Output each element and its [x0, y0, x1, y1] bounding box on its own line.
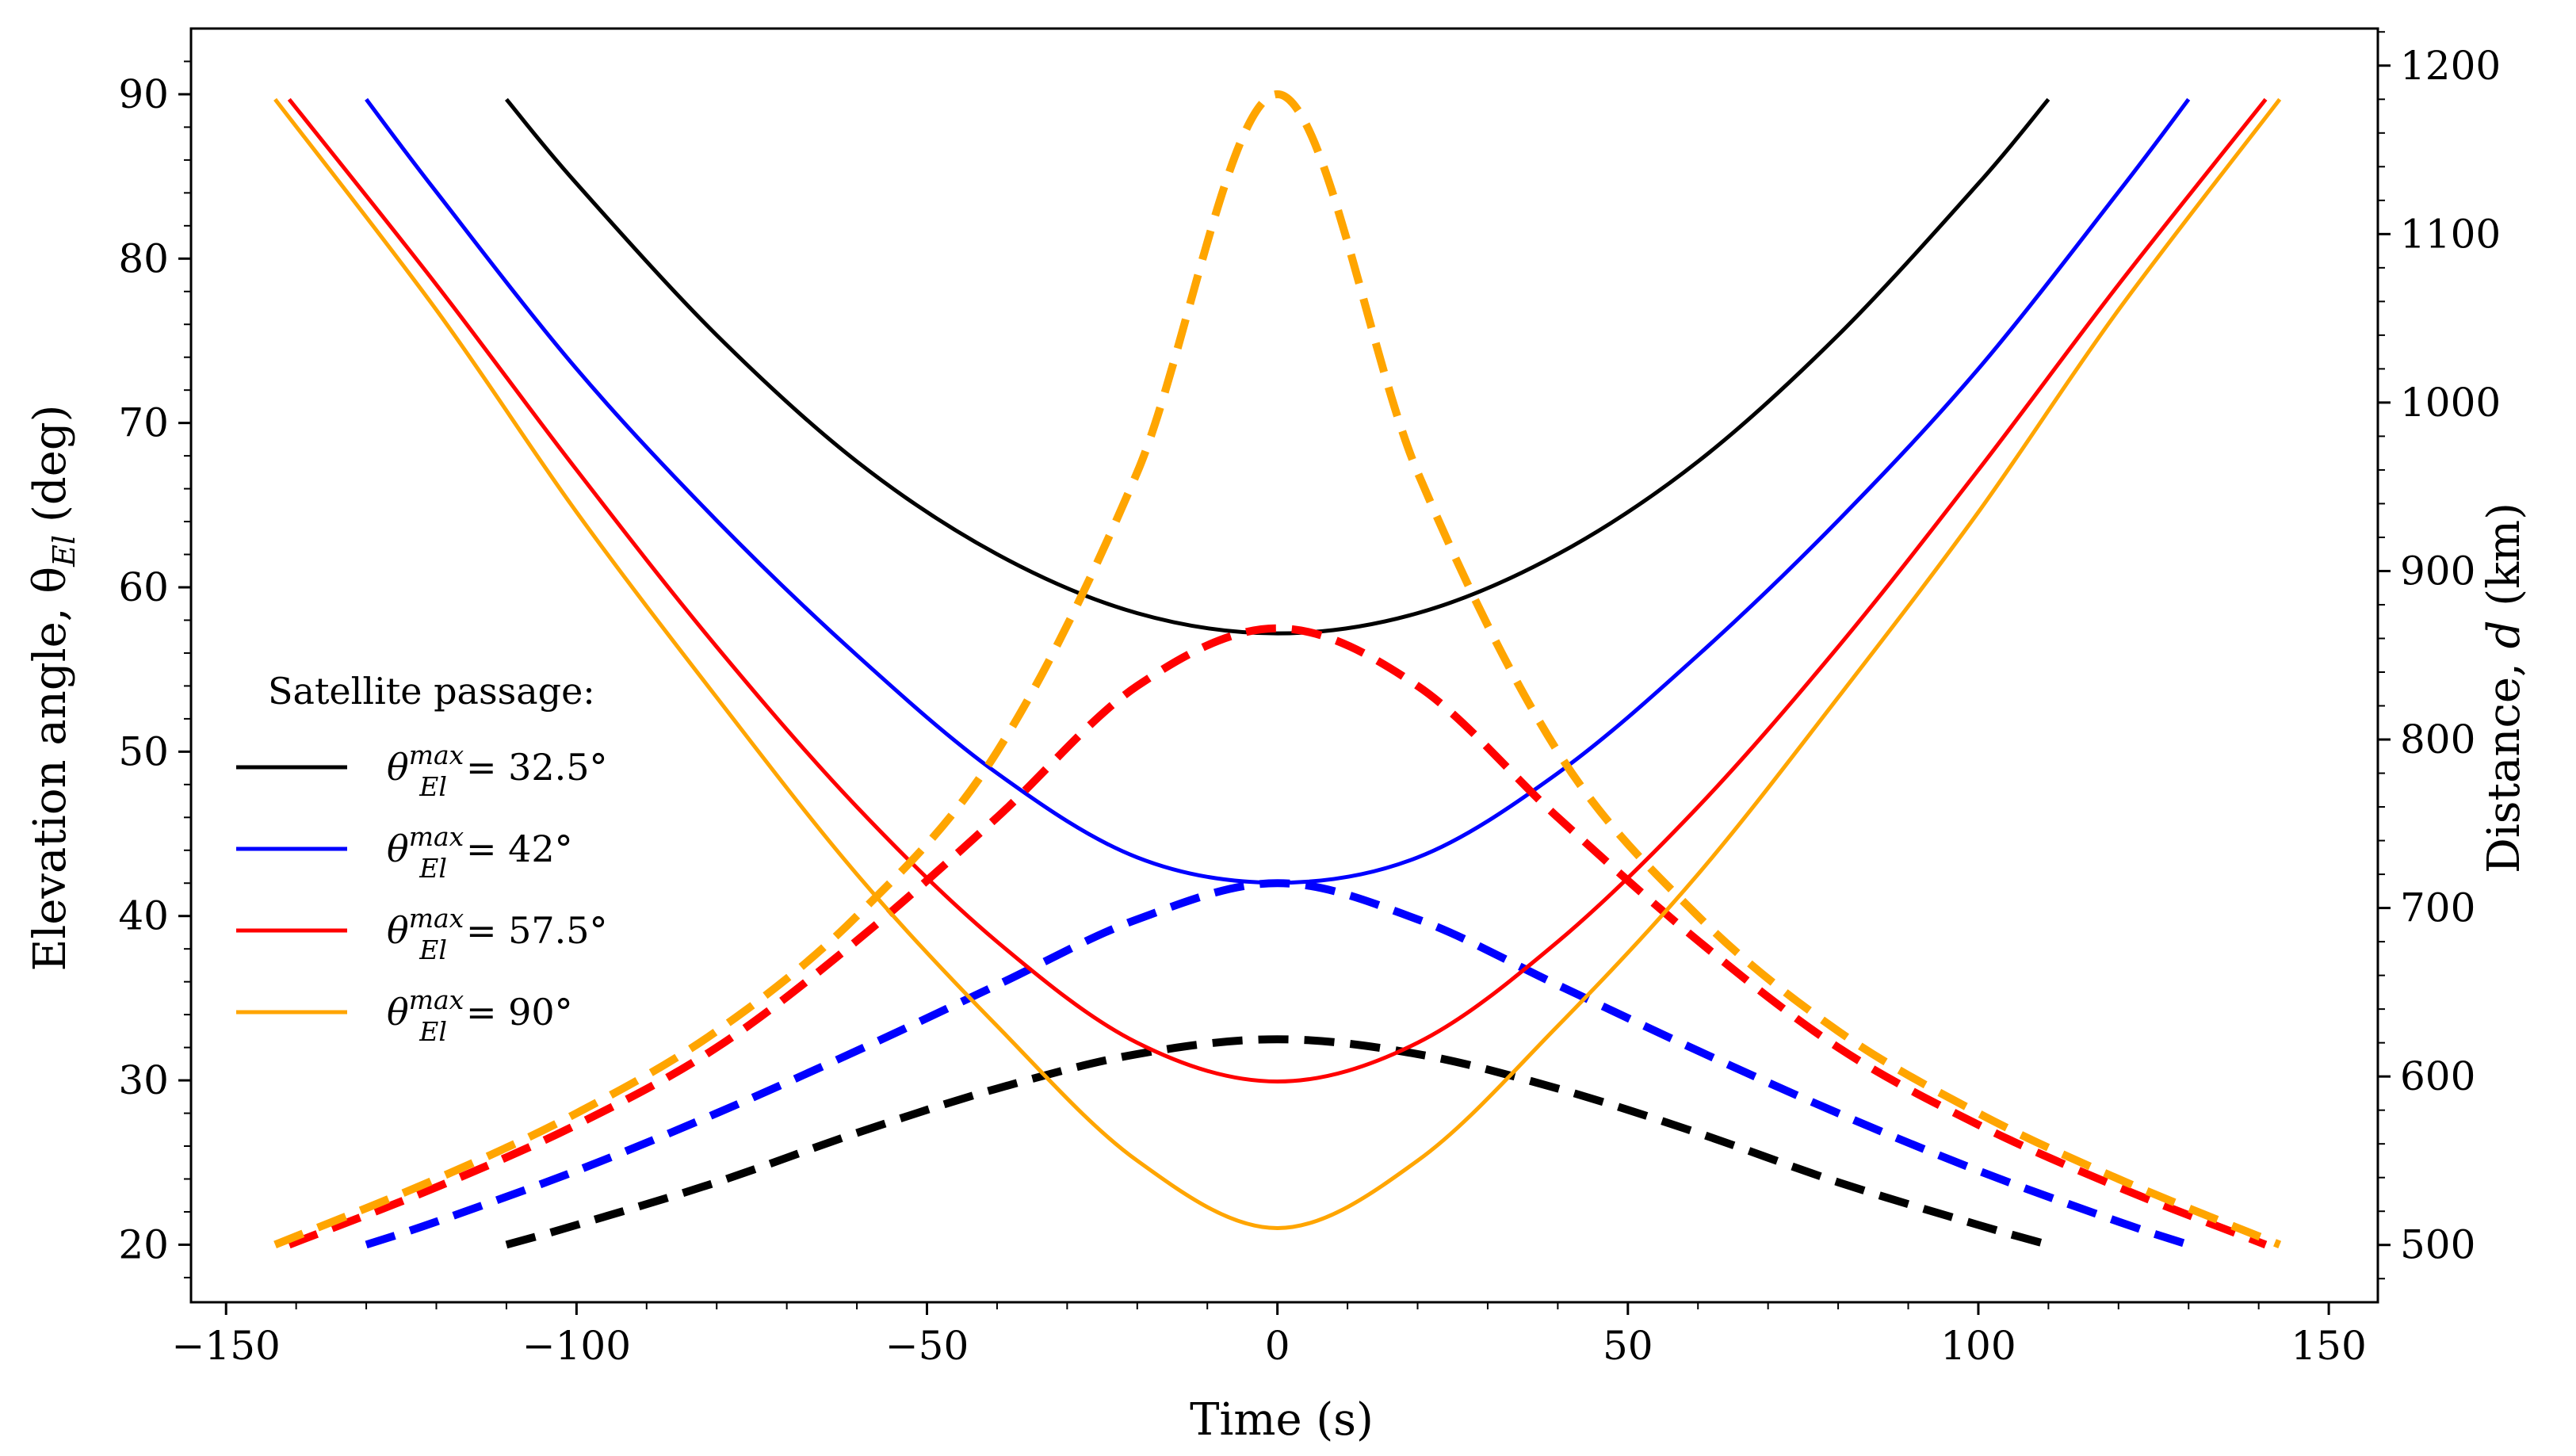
y-left-tick-label: 50: [118, 728, 169, 774]
plot-frame: [189, 27, 2379, 1304]
legend-label: θmax El = 57.5°: [387, 903, 608, 965]
y-left-title-sub: El: [47, 535, 82, 567]
legend-entries: θmax El = 32.5° θmax El = 42° θmax El = 57.5° θma…: [236, 739, 608, 1047]
y-right-tick-label: 700: [2400, 885, 2475, 931]
y-left-tick-label: 70: [118, 400, 169, 446]
legend-title: Satellite passage:: [268, 670, 595, 713]
legend: Satellite passage: θmax El = 32.5°θmax El = …: [236, 670, 608, 1047]
y-right-title-unit: (km): [2479, 503, 2530, 606]
x-tick-label: −150: [172, 1323, 281, 1369]
y-right-axis-title: Distance, d (km): [2479, 503, 2530, 873]
x-tick-label: 50: [1603, 1323, 1653, 1369]
x-tick-label: 100: [1940, 1323, 2016, 1369]
y-left-axis-title: Elevation angle, θEl (deg): [25, 404, 82, 971]
legend-label: θmax El = 90°: [387, 984, 573, 1047]
elevation-line-series-1: [505, 1035, 2050, 1249]
y-right-tick-label: 1200: [2400, 43, 2501, 89]
y-left-tick-label: 60: [118, 564, 169, 610]
x-tick-label: 0: [1265, 1323, 1290, 1369]
y-left-title-unit: (deg): [25, 404, 76, 522]
y-right-tick-label: 800: [2400, 717, 2475, 762]
y-right-title-var: d: [2479, 621, 2530, 649]
elevation-line-series-2: [365, 879, 2190, 1249]
distance-line-series-1: [504, 97, 2050, 636]
x-tick-label: −100: [522, 1323, 631, 1369]
y-left-tick-label: 90: [118, 71, 169, 117]
ticks-layer: −150 −100 −50 0 50 100 150 20 30 40 50 60 70 80 90 500 6…: [118, 31, 2501, 1369]
x-tick-label: −50: [885, 1323, 969, 1369]
y-left-tick-label: 40: [118, 893, 169, 939]
x-axis-title: Time (s): [1190, 1394, 1374, 1446]
y-left-tick-label: 30: [118, 1057, 169, 1103]
elevation-line-series-4: [273, 90, 2282, 1249]
y-right-tick-label: 1000: [2400, 380, 2501, 426]
y-right-tick-label: 900: [2400, 548, 2475, 594]
y-right-tick-label: 1100: [2400, 211, 2501, 257]
y-right-tick-label: 500: [2400, 1222, 2475, 1268]
legend-label: θmax El = 42°: [387, 821, 573, 884]
elevation-line-series-3: [287, 624, 2268, 1249]
y-left-tick-label: 80: [118, 235, 169, 281]
x-tick-label: 150: [2291, 1323, 2366, 1369]
y-right-title-main: Distance,: [2479, 663, 2530, 873]
series-layer: [273, 90, 2282, 1249]
legend-label: θmax El = 32.5°: [387, 739, 608, 802]
distance-line-series-3: [287, 97, 2268, 1084]
distance-line-series-4: [273, 97, 2282, 1231]
y-left-tick-label: 20: [118, 1221, 169, 1267]
y-right-tick-label: 600: [2400, 1053, 2475, 1099]
y-left-title-main: Elevation angle, θ: [25, 567, 76, 972]
